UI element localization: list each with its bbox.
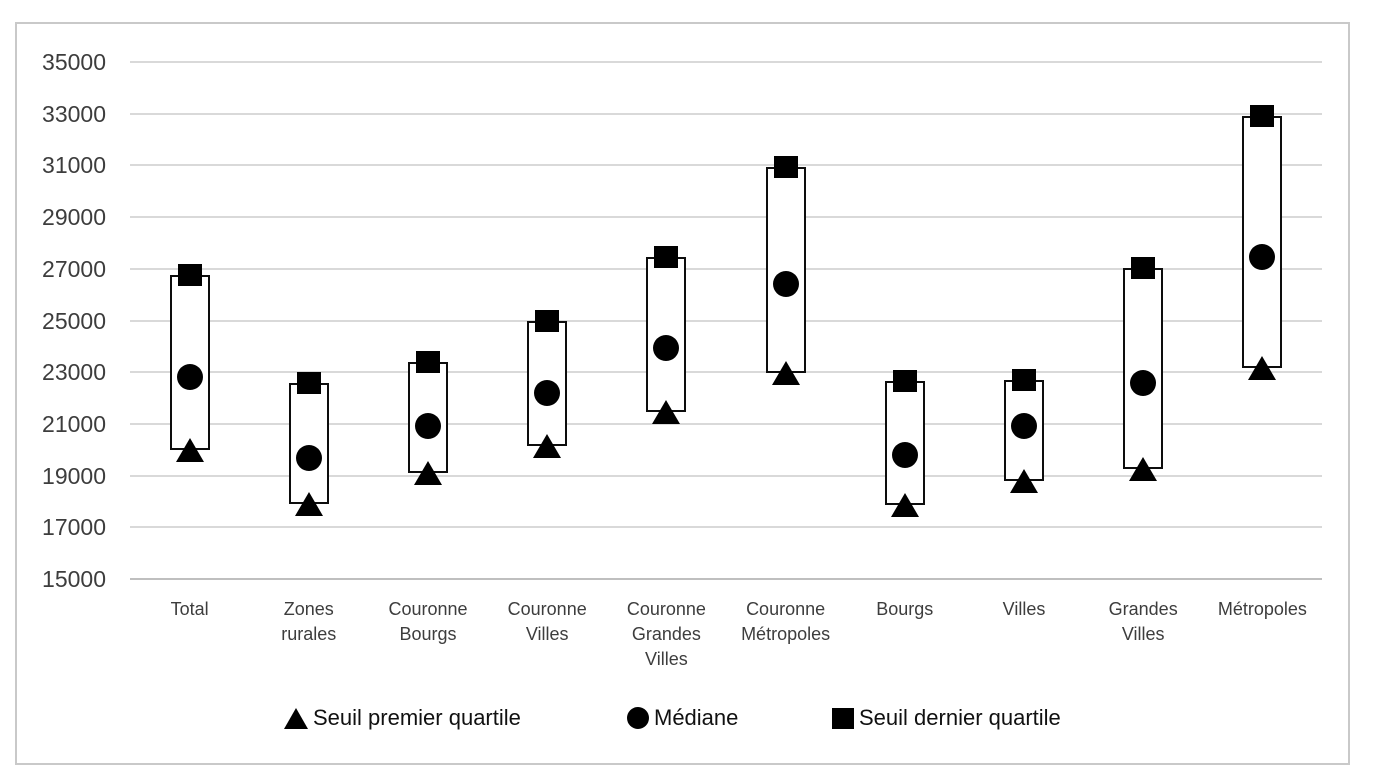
q3-marker-couronne-villes xyxy=(535,309,560,332)
y-axis-label-29000: 29000 xyxy=(42,204,106,231)
x-axis-label-metropoles: Métropoles xyxy=(1202,597,1322,622)
q3-marker-total xyxy=(177,264,202,287)
legend-item-seuil-dernier-quartile: Seuil dernier quartile xyxy=(832,703,1061,733)
median-marker-grandes-villes xyxy=(1130,369,1157,396)
quartile-box-couronne-bourgs xyxy=(408,361,448,473)
q3-marker-bourgs xyxy=(892,370,917,393)
x-axis-label-line: Couronne xyxy=(746,599,826,619)
legend-item-seuil-premier-quartile: Seuil premier quartile xyxy=(284,703,521,733)
median-marker-couronne-metropoles xyxy=(772,271,799,298)
q1-marker-couronne-villes xyxy=(533,433,562,458)
y-axis-label-17000: 17000 xyxy=(42,514,106,541)
q3-marker-couronne-metropoles xyxy=(773,155,798,178)
q1-marker-zones-rurales xyxy=(294,492,323,517)
gridline-25000 xyxy=(130,319,1322,322)
x-axis-label-line: Total xyxy=(170,599,209,619)
median-marker-couronne-grandes-villes xyxy=(653,334,680,361)
quartile-box-villes xyxy=(1004,379,1044,481)
x-axis-label-line: Métropoles xyxy=(741,624,831,644)
gridline-35000 xyxy=(130,61,1322,63)
quartile-box-total xyxy=(169,275,210,450)
q1-marker-grandes-villes xyxy=(1129,457,1158,482)
gridline-23000 xyxy=(130,371,1322,374)
x-axis-label-bourgs: Bourgs xyxy=(845,597,965,622)
x-axis-label-grandes-villes: Grandes Villes xyxy=(1083,597,1203,647)
gridline-15000 xyxy=(130,578,1322,580)
q3-marker-metropoles xyxy=(1250,105,1275,128)
quartile-box-couronne-villes xyxy=(527,320,568,446)
y-axis-label-25000: 25000 xyxy=(42,307,106,334)
legend-label: Médiane xyxy=(654,705,739,730)
y-axis-label-23000: 23000 xyxy=(42,359,106,386)
q3-marker-couronne-grandes-villes xyxy=(654,246,679,269)
quartile-box-metropoles xyxy=(1242,116,1283,369)
median-marker-couronne-bourgs xyxy=(415,413,441,440)
gridline-21000 xyxy=(130,422,1322,425)
q1-marker-metropoles xyxy=(1248,356,1277,381)
median-marker-couronne-villes xyxy=(534,379,561,406)
q1-marker-couronne-bourgs xyxy=(414,461,442,485)
q1-marker-couronne-metropoles xyxy=(771,361,800,386)
gridline-31000 xyxy=(130,164,1322,167)
x-axis-label-line: Métropoles xyxy=(1217,599,1307,619)
x-axis-label-couronne-villes: Couronne Villes xyxy=(487,597,607,647)
y-axis-label-21000: 21000 xyxy=(42,410,106,437)
x-axis-label-couronne-grandes-villes: Couronne Grandes Villes xyxy=(606,597,726,672)
legend-label: Seuil premier quartile xyxy=(313,705,521,730)
quartile-box-zones-rurales xyxy=(288,382,329,505)
q1-marker-couronne-grandes-villes xyxy=(652,400,681,425)
triangle-icon xyxy=(284,707,308,729)
x-axis-label-line: Bourgs xyxy=(876,599,934,619)
q3-marker-couronne-bourgs xyxy=(416,350,440,373)
q3-marker-villes xyxy=(1012,368,1036,391)
x-axis-label-line: Bourgs xyxy=(399,624,457,644)
quartile-box-grandes-villes xyxy=(1123,267,1164,470)
x-axis-label-line: Grandes xyxy=(1108,599,1178,619)
y-axis-label-35000: 35000 xyxy=(42,49,106,75)
x-axis-label-line: Villes xyxy=(525,624,569,644)
gridline-19000 xyxy=(130,474,1322,477)
x-axis-label-line: Couronne xyxy=(507,599,587,619)
x-axis-label-line: Couronne xyxy=(388,599,468,619)
y-axis-label-15000: 15000 xyxy=(42,566,106,592)
x-axis-label-line: Villes xyxy=(1121,624,1165,644)
q1-marker-total xyxy=(175,437,204,462)
y-axis-label-19000: 19000 xyxy=(42,462,106,489)
circle-icon xyxy=(627,707,649,729)
q1-marker-villes xyxy=(1010,468,1038,493)
square-icon xyxy=(832,707,854,729)
median-marker-bourgs xyxy=(891,441,918,468)
q3-marker-grandes-villes xyxy=(1131,256,1156,279)
q1-marker-bourgs xyxy=(890,493,919,518)
x-axis-label-line: Grandes xyxy=(631,624,701,644)
median-marker-zones-rurales xyxy=(295,444,322,471)
quartile-box-couronne-metropoles xyxy=(765,166,806,374)
gridline-17000 xyxy=(130,526,1322,529)
x-axis-label-villes: Villes xyxy=(964,597,1084,622)
x-axis-label-couronne-bourgs: Couronne Bourgs xyxy=(368,597,488,647)
gridline-33000 xyxy=(130,112,1322,115)
median-marker-total xyxy=(176,364,203,391)
x-axis-label-line: Villes xyxy=(1002,599,1046,619)
legend-item-mediane: Médiane xyxy=(627,703,738,733)
x-axis-label-total: Total xyxy=(130,597,250,622)
y-axis-label-33000: 33000 xyxy=(42,100,106,127)
median-marker-metropoles xyxy=(1249,244,1276,271)
chart-frame: 35000 33000 31000 29000 27000 25000 23000 21000… xyxy=(15,22,1350,765)
x-axis-label-line: Villes xyxy=(645,649,688,669)
legend-label: Seuil dernier quartile xyxy=(859,705,1061,730)
gridline-27000 xyxy=(130,267,1322,270)
q3-marker-zones-rurales xyxy=(296,371,321,394)
x-axis-label-line: Zones xyxy=(283,599,334,619)
gridline-29000 xyxy=(130,216,1322,219)
x-axis-label-line: Couronne xyxy=(626,599,706,619)
y-axis-label-27000: 27000 xyxy=(42,255,106,282)
median-marker-villes xyxy=(1011,413,1037,440)
x-axis-label-zones-rurales: Zones rurales xyxy=(249,597,369,647)
x-axis-label-line: rurales xyxy=(281,624,337,644)
y-axis-label-31000: 31000 xyxy=(42,152,106,179)
x-axis-label-couronne-metropoles: Couronne Métropoles xyxy=(726,597,846,647)
